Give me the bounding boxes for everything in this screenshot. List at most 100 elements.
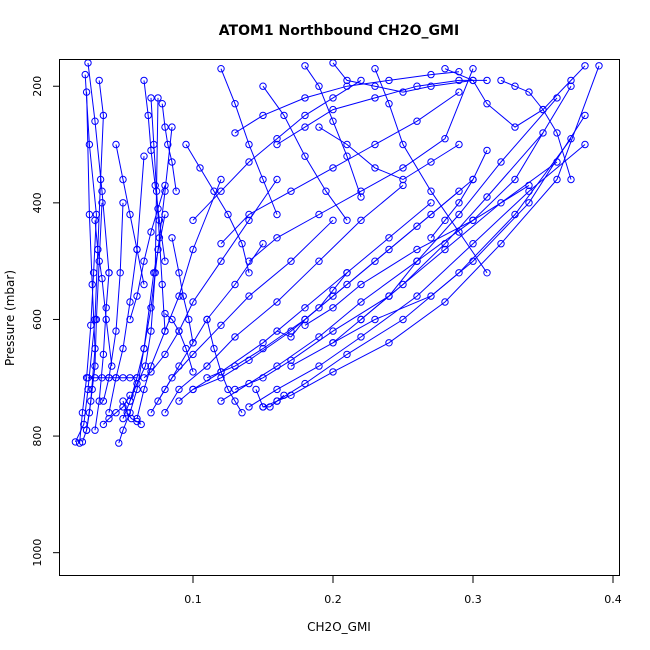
data-point (273, 385, 281, 394)
data-point (329, 327, 337, 335)
data-point (385, 100, 393, 108)
data-point (455, 76, 463, 85)
x-tick-label: 0.1 (184, 593, 202, 606)
data-point (189, 368, 197, 376)
y-axis: 200 400 600 800 1000 (31, 76, 60, 567)
y-tick-label: 1000 (31, 539, 44, 567)
data-point (567, 175, 575, 184)
data-point (259, 240, 267, 248)
data-point (483, 76, 491, 85)
data-point (112, 140, 120, 149)
data-point (189, 245, 197, 254)
series-line (108, 156, 145, 413)
data-point (329, 105, 337, 114)
data-point (329, 94, 337, 102)
data-point (210, 187, 218, 195)
data-point (126, 391, 134, 399)
data-point (259, 374, 267, 382)
data-point (99, 350, 108, 359)
data-point (273, 327, 281, 335)
data-point (357, 216, 365, 225)
data-point (245, 210, 253, 219)
data-point (483, 193, 491, 201)
series-line (262, 65, 600, 408)
series-line (234, 71, 460, 134)
data-point (259, 111, 267, 120)
data-point (469, 76, 477, 85)
data-point (413, 222, 421, 230)
data-point (371, 164, 379, 172)
data-point (231, 333, 239, 341)
data-point (98, 187, 106, 195)
data-point (329, 216, 337, 225)
data-point (88, 280, 96, 289)
data-point (179, 292, 187, 300)
x-axis: 0.1 0.2 0.3 0.4 (184, 576, 622, 606)
data-point (287, 257, 295, 265)
data-point (273, 234, 281, 242)
series-line (94, 220, 113, 367)
data-point (427, 187, 435, 195)
data-point (273, 140, 281, 149)
data-point (116, 269, 124, 277)
data-point (89, 269, 98, 277)
data-point (185, 315, 193, 324)
data-point (164, 140, 172, 149)
data-point (189, 298, 197, 306)
data-point (210, 344, 218, 353)
data-point (189, 339, 197, 347)
series-line (171, 237, 194, 343)
data-point (108, 362, 116, 370)
series-line (332, 132, 544, 344)
data-point (469, 175, 477, 184)
data-point (126, 298, 134, 306)
data-point (112, 327, 120, 335)
data-point (385, 339, 393, 347)
data-point (81, 70, 89, 79)
data-point (273, 175, 281, 184)
data-point (427, 199, 435, 207)
data-point (329, 292, 337, 300)
data-point (329, 368, 337, 376)
data-point (266, 403, 274, 411)
data-point (301, 315, 309, 324)
data-point (595, 62, 603, 70)
data-point (259, 403, 267, 411)
data-point (203, 315, 211, 324)
data-point (91, 362, 99, 370)
data-point (315, 82, 323, 90)
data-point (158, 100, 166, 108)
data-point (371, 82, 379, 90)
data-point (141, 362, 150, 370)
data-point (137, 420, 145, 429)
data-point (154, 94, 162, 102)
data-point (259, 175, 267, 184)
data-point (123, 409, 131, 417)
data-point (581, 140, 589, 149)
data-point (154, 397, 162, 405)
data-point (217, 368, 225, 376)
data-point (140, 385, 148, 394)
data-point (371, 315, 379, 324)
series-line (157, 219, 334, 402)
data-point (343, 152, 351, 160)
data-point (273, 298, 281, 306)
data-point (140, 344, 148, 353)
data-point (119, 403, 127, 411)
data-point (245, 140, 253, 149)
data-point (357, 187, 365, 195)
data-point (168, 315, 176, 324)
data-point (385, 292, 393, 300)
data-point (455, 228, 463, 236)
series-line (332, 62, 474, 93)
data-point (455, 269, 463, 277)
data-point (217, 397, 225, 405)
data-point (497, 240, 505, 248)
data-point (343, 76, 351, 85)
data-point (115, 439, 123, 447)
data-point (231, 385, 239, 394)
data-point (399, 88, 407, 96)
data-point (441, 240, 449, 248)
y-tick-label: 400 (31, 192, 44, 213)
data-point (273, 135, 281, 143)
